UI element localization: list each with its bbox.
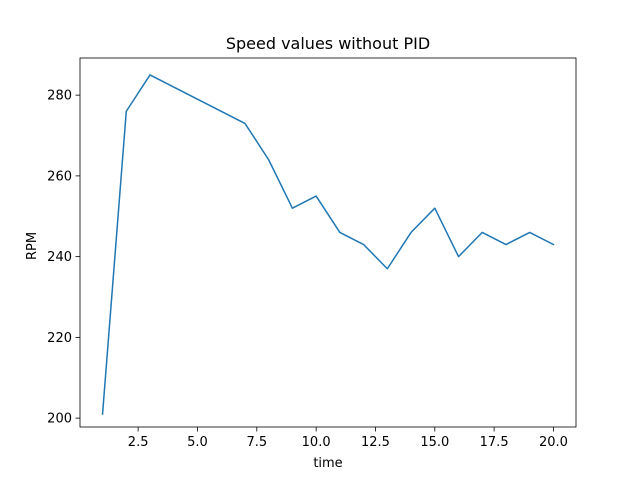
y-tick-label: 220: [47, 331, 72, 346]
x-tick-label: 15.0: [420, 435, 449, 450]
axes-frame: [79, 57, 577, 428]
x-tick-label: 2.5: [128, 435, 149, 450]
x-tick-label: 12.5: [361, 435, 390, 450]
x-tick-label: 20.0: [539, 435, 568, 450]
y-tick-label: 280: [47, 89, 72, 104]
y-tick-label: 240: [47, 250, 72, 265]
plot-area: 2.5 5.0 7.5 10.0 12.5 15.0 17.5 20.0 200 220 240 26…: [47, 57, 577, 450]
series-line-0: [101, 74, 555, 415]
x-tick-label: 17.5: [480, 435, 509, 450]
y-tick-label: 200: [47, 412, 72, 427]
x-tick-label: 7.5: [246, 435, 267, 450]
x-tick-label: 5.0: [187, 435, 208, 450]
y-axis-label: RPM: [25, 232, 40, 260]
chart-title: Speed values without PID: [226, 34, 430, 53]
y-tick-label: 260: [47, 169, 72, 184]
x-tick-label: 10.0: [302, 435, 331, 450]
x-axis-label: time: [313, 456, 342, 471]
